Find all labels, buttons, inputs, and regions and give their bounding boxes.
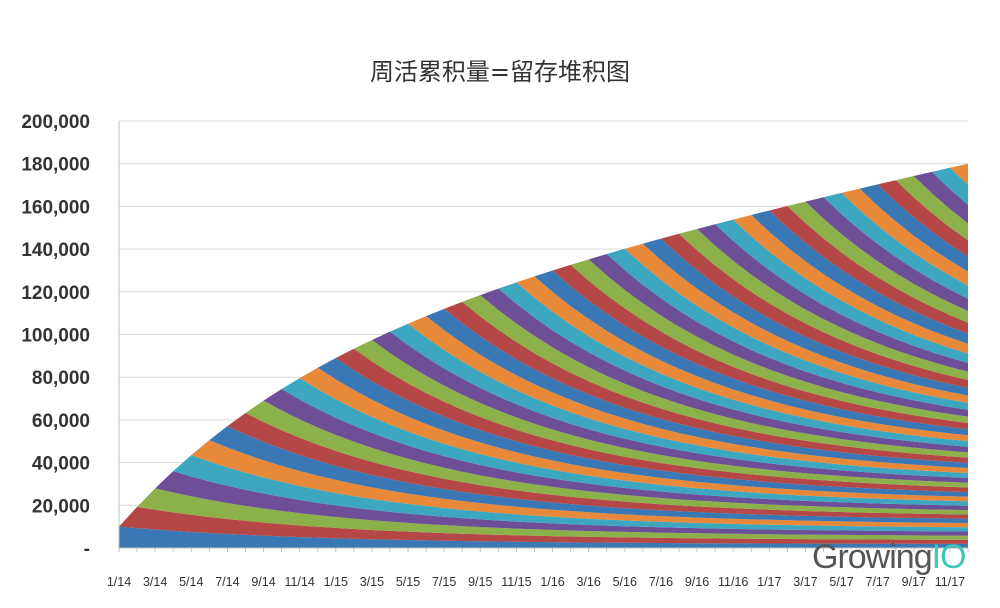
cohort-area xyxy=(877,180,968,257)
x-tick-label: 3/15 xyxy=(360,575,384,589)
cohort-area xyxy=(715,219,968,363)
cohort-area xyxy=(823,192,968,299)
cohort-area xyxy=(624,243,968,403)
cohort-area xyxy=(751,210,968,344)
cohort-area xyxy=(227,412,968,519)
cohort-area xyxy=(859,184,968,272)
y-tick-label: 40,000 xyxy=(32,454,90,475)
cohort-area xyxy=(173,455,969,532)
x-axis-ticks: 1/14 3/14 5/14 7/14 9/14 11/14 1/15 3/15 5/15 7/1… xyxy=(107,575,965,589)
x-tick-label: 1/17 xyxy=(757,575,781,589)
cohort-area xyxy=(209,426,968,524)
cohort-area xyxy=(299,367,968,502)
cohort-area xyxy=(660,233,968,388)
x-tick-label: 1/15 xyxy=(324,575,348,589)
x-tick-label: 3/14 xyxy=(143,575,167,589)
x-tick-label: 1/16 xyxy=(540,575,564,589)
cohort-area xyxy=(119,526,968,548)
cohort-area xyxy=(191,440,969,528)
y-axis-ticks: - 20,000 40,000 60,000 80,000 100,000 120,000 1… xyxy=(21,112,90,560)
axes xyxy=(118,121,969,552)
y-tick-label: 60,000 xyxy=(32,411,90,432)
x-tick-label: 3/17 xyxy=(793,575,817,589)
x-tick-label: 9/15 xyxy=(468,575,492,589)
x-tick-label: 11/16 xyxy=(718,575,748,589)
cohort-areas xyxy=(119,163,969,548)
y-tick-label: 120,000 xyxy=(21,283,90,304)
cohort-area xyxy=(913,171,968,224)
x-tick-label: 7/14 xyxy=(215,575,239,589)
cohort-area xyxy=(317,358,968,497)
x-tick-label: 3/16 xyxy=(576,575,600,589)
y-tick-label: - xyxy=(84,539,90,560)
cohort-area xyxy=(678,228,968,381)
x-tick-label: 5/17 xyxy=(829,575,853,589)
cohort-area xyxy=(805,197,968,312)
cohort-area xyxy=(281,378,968,506)
x-tick-label: 7/17 xyxy=(866,575,890,589)
x-tick-label: 9/17 xyxy=(902,575,926,589)
x-tick-label: 9/14 xyxy=(251,575,275,589)
cohort-area xyxy=(408,316,969,474)
cohort-area xyxy=(389,323,968,478)
chart-title: 周活累积量=留存堆积图 xyxy=(369,58,631,86)
x-tick-label: 7/16 xyxy=(649,575,673,589)
y-tick-label: 160,000 xyxy=(21,197,90,218)
cohort-area xyxy=(895,176,968,241)
cohort-area xyxy=(949,163,968,186)
cohort-area xyxy=(697,224,968,372)
y-tick-label: 200,000 xyxy=(21,112,90,133)
cohort-area xyxy=(371,331,968,483)
y-tick-label: 180,000 xyxy=(21,155,90,176)
cohort-area xyxy=(263,389,969,511)
cohort-area xyxy=(931,167,968,205)
cohort-area xyxy=(353,340,968,488)
cohort-area xyxy=(245,400,969,515)
y-tick-label: 140,000 xyxy=(21,240,90,261)
x-tick-label: 5/16 xyxy=(613,575,637,589)
x-tick-label: 11/14 xyxy=(284,575,314,589)
cohort-area xyxy=(155,471,968,536)
x-tick-label: 5/14 xyxy=(179,575,203,589)
x-tick-label: 11/17 xyxy=(935,575,965,589)
cohort-area xyxy=(787,201,968,323)
cohort-area xyxy=(119,506,968,544)
cohort-area xyxy=(335,348,968,493)
y-tick-label: 20,000 xyxy=(32,496,90,517)
x-tick-label: 11/15 xyxy=(501,575,531,589)
y-tick-label: 80,000 xyxy=(32,368,90,389)
watermark-logo: GrowingIO xyxy=(812,538,967,576)
y-tick-label: 100,000 xyxy=(21,326,90,347)
x-tick-label: 5/15 xyxy=(396,575,420,589)
x-tick-label: 7/15 xyxy=(432,575,456,589)
x-tick-label: 1/14 xyxy=(107,575,131,589)
cohort-area xyxy=(841,188,968,286)
cohort-area xyxy=(769,206,968,334)
cohort-area xyxy=(426,308,969,469)
cohort-area xyxy=(642,238,968,396)
cohort-area xyxy=(733,214,968,354)
cohort-area xyxy=(137,488,968,540)
x-tick-label: 9/16 xyxy=(685,575,709,589)
